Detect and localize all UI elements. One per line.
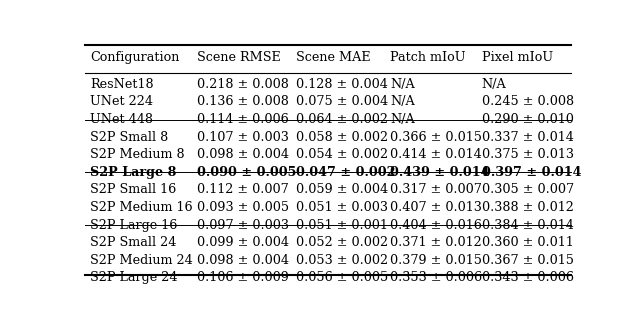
Text: S2P Small 24: S2P Small 24 bbox=[90, 236, 176, 249]
Text: Pixel mIoU: Pixel mIoU bbox=[482, 51, 553, 64]
Text: 0.047 ± 0.002: 0.047 ± 0.002 bbox=[296, 166, 396, 179]
Text: 0.367 ± 0.015: 0.367 ± 0.015 bbox=[482, 254, 574, 267]
Text: 0.090 ± 0.005: 0.090 ± 0.005 bbox=[196, 166, 296, 179]
Text: 0.058 ± 0.002: 0.058 ± 0.002 bbox=[296, 131, 388, 144]
Text: Patch mIoU: Patch mIoU bbox=[390, 51, 465, 64]
Text: 0.054 ± 0.002: 0.054 ± 0.002 bbox=[296, 148, 388, 161]
Text: UNet 224: UNet 224 bbox=[90, 95, 153, 108]
Text: 0.098 ± 0.004: 0.098 ± 0.004 bbox=[196, 254, 289, 267]
Text: N/A: N/A bbox=[390, 78, 415, 91]
Text: 0.245 ± 0.008: 0.245 ± 0.008 bbox=[482, 95, 574, 108]
Text: 0.107 ± 0.003: 0.107 ± 0.003 bbox=[196, 131, 289, 144]
Text: 0.397 ± 0.014: 0.397 ± 0.014 bbox=[482, 166, 581, 179]
Text: 0.136 ± 0.008: 0.136 ± 0.008 bbox=[196, 95, 289, 108]
Text: 0.439 ± 0.014: 0.439 ± 0.014 bbox=[390, 166, 490, 179]
Text: 0.052 ± 0.002: 0.052 ± 0.002 bbox=[296, 236, 388, 249]
Text: 0.099 ± 0.004: 0.099 ± 0.004 bbox=[196, 236, 289, 249]
Text: S2P Medium 16: S2P Medium 16 bbox=[90, 201, 193, 214]
Text: 0.366 ± 0.015: 0.366 ± 0.015 bbox=[390, 131, 482, 144]
Text: Scene MAE: Scene MAE bbox=[296, 51, 371, 64]
Text: N/A: N/A bbox=[482, 78, 506, 91]
Text: 0.343 ± 0.006: 0.343 ± 0.006 bbox=[482, 271, 574, 284]
Text: 0.404 ± 0.016: 0.404 ± 0.016 bbox=[390, 218, 482, 231]
Text: 0.051 ± 0.003: 0.051 ± 0.003 bbox=[296, 201, 388, 214]
Text: 0.064 ± 0.002: 0.064 ± 0.002 bbox=[296, 113, 388, 126]
Text: 0.114 ± 0.006: 0.114 ± 0.006 bbox=[196, 113, 288, 126]
Text: S2P Medium 8: S2P Medium 8 bbox=[90, 148, 184, 161]
Text: 0.290 ± 0.010: 0.290 ± 0.010 bbox=[482, 113, 573, 126]
Text: 0.075 ± 0.004: 0.075 ± 0.004 bbox=[296, 95, 388, 108]
Text: 0.305 ± 0.007: 0.305 ± 0.007 bbox=[482, 183, 574, 196]
Text: 0.059 ± 0.004: 0.059 ± 0.004 bbox=[296, 183, 388, 196]
Text: ResNet18: ResNet18 bbox=[90, 78, 154, 91]
Text: Configuration: Configuration bbox=[90, 51, 179, 64]
Text: 0.112 ± 0.007: 0.112 ± 0.007 bbox=[196, 183, 288, 196]
Text: 0.098 ± 0.004: 0.098 ± 0.004 bbox=[196, 148, 289, 161]
Text: 0.371 ± 0.012: 0.371 ± 0.012 bbox=[390, 236, 482, 249]
Text: 0.097 ± 0.003: 0.097 ± 0.003 bbox=[196, 218, 289, 231]
Text: 0.317 ± 0.007: 0.317 ± 0.007 bbox=[390, 183, 482, 196]
Text: S2P Large 16: S2P Large 16 bbox=[90, 218, 177, 231]
Text: 0.353 ± 0.006: 0.353 ± 0.006 bbox=[390, 271, 482, 284]
Text: 0.407 ± 0.013: 0.407 ± 0.013 bbox=[390, 201, 482, 214]
Text: 0.337 ± 0.014: 0.337 ± 0.014 bbox=[482, 131, 573, 144]
Text: UNet 448: UNet 448 bbox=[90, 113, 153, 126]
Text: 0.379 ± 0.015: 0.379 ± 0.015 bbox=[390, 254, 482, 267]
Text: 0.106 ± 0.009: 0.106 ± 0.009 bbox=[196, 271, 289, 284]
Text: N/A: N/A bbox=[390, 95, 415, 108]
Text: S2P Medium 24: S2P Medium 24 bbox=[90, 254, 193, 267]
Text: 0.128 ± 0.004: 0.128 ± 0.004 bbox=[296, 78, 388, 91]
Text: 0.360 ± 0.011: 0.360 ± 0.011 bbox=[482, 236, 573, 249]
Text: 0.053 ± 0.002: 0.053 ± 0.002 bbox=[296, 254, 388, 267]
Text: 0.375 ± 0.013: 0.375 ± 0.013 bbox=[482, 148, 574, 161]
Text: S2P Small 16: S2P Small 16 bbox=[90, 183, 176, 196]
Text: S2P Large 8: S2P Large 8 bbox=[90, 166, 176, 179]
Text: 0.414 ± 0.014: 0.414 ± 0.014 bbox=[390, 148, 482, 161]
Text: 0.056 ± 0.005: 0.056 ± 0.005 bbox=[296, 271, 388, 284]
Text: 0.384 ± 0.014: 0.384 ± 0.014 bbox=[482, 218, 573, 231]
Text: S2P Large 24: S2P Large 24 bbox=[90, 271, 177, 284]
Text: 0.093 ± 0.005: 0.093 ± 0.005 bbox=[196, 201, 289, 214]
Text: 0.218 ± 0.008: 0.218 ± 0.008 bbox=[196, 78, 289, 91]
Text: Scene RMSE: Scene RMSE bbox=[196, 51, 280, 64]
Text: N/A: N/A bbox=[390, 113, 415, 126]
Text: S2P Small 8: S2P Small 8 bbox=[90, 131, 168, 144]
Text: 0.388 ± 0.012: 0.388 ± 0.012 bbox=[482, 201, 573, 214]
Text: 0.051 ± 0.001: 0.051 ± 0.001 bbox=[296, 218, 388, 231]
